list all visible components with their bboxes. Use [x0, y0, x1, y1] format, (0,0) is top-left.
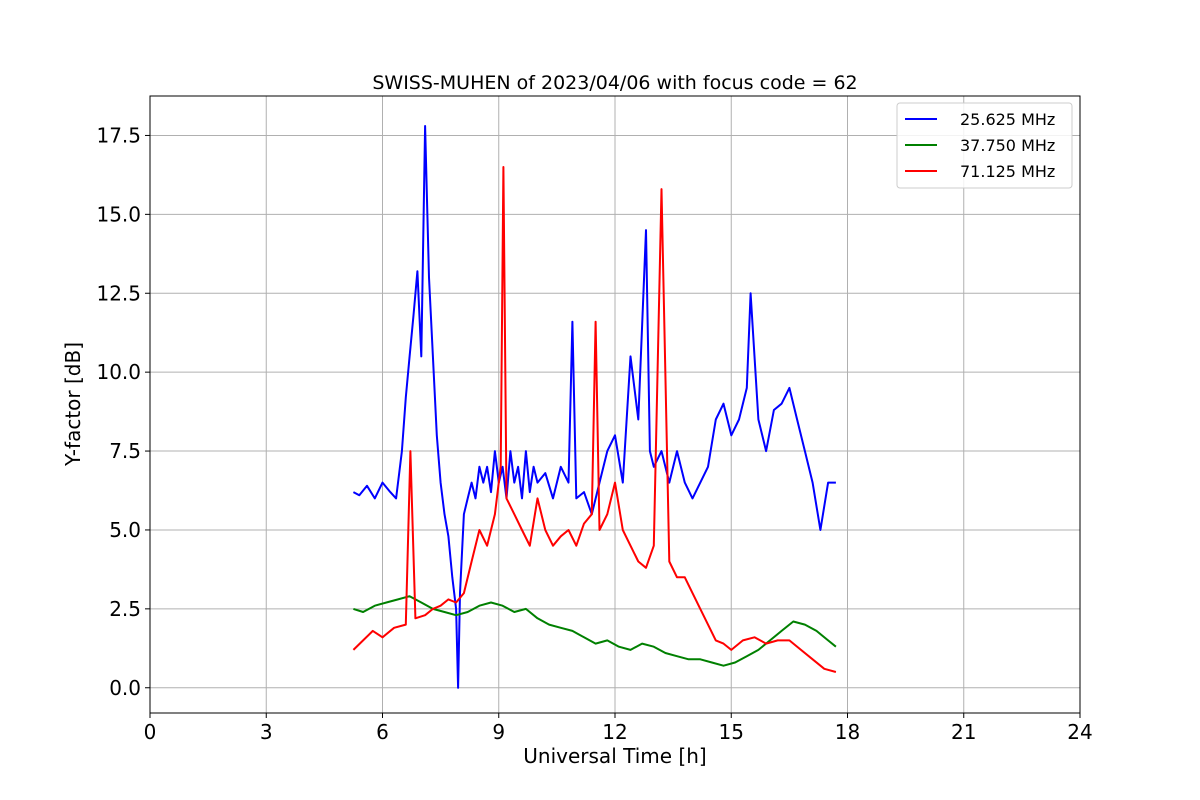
y-axis-ticks: 0.0 2.5 5.0 7.5 10.0 12.5 15.0 17.5	[96, 123, 150, 700]
y-tick-label: 10.0	[96, 360, 141, 384]
chart-title: SWISS-MUHEN of 2023/04/06 with focus cod…	[372, 72, 857, 94]
y-tick-label: 2.5	[109, 597, 141, 621]
x-tick-label: 0	[144, 720, 157, 744]
legend-label: 71.125 MHz	[960, 162, 1055, 181]
x-tick-label: 24	[1067, 720, 1092, 744]
x-tick-label: 21	[951, 720, 976, 744]
x-tick-label: 3	[260, 720, 273, 744]
y-tick-label: 0.0	[109, 676, 141, 700]
legend-box	[896, 102, 1073, 189]
y-tick-label: 17.5	[96, 123, 141, 147]
series-layer	[352, 125, 837, 689]
series-line-2	[352, 166, 837, 673]
y-axis-label: Y-factor [dB]	[61, 342, 85, 467]
y-tick-label: 15.0	[96, 202, 141, 226]
legend-label: 25.625 MHz	[960, 110, 1055, 129]
legend-label: 37.750 MHz	[960, 136, 1055, 155]
legend: 25.625 MHz 37.750 MHz 71.125 MHz	[896, 102, 1073, 189]
x-axis-ticks: 0 3 6 9 12 15 18 21 24	[144, 713, 1093, 744]
x-tick-label: 6	[376, 720, 389, 744]
y-tick-label: 5.0	[109, 518, 141, 542]
series-line-0	[352, 125, 836, 689]
x-axis-label: Universal Time [h]	[523, 744, 706, 768]
y-tick-label: 7.5	[109, 439, 141, 463]
y-tick-label: 12.5	[96, 281, 141, 305]
x-tick-label: 18	[835, 720, 860, 744]
x-tick-label: 15	[719, 720, 744, 744]
x-tick-label: 9	[492, 720, 505, 744]
x-tick-label: 12	[602, 720, 627, 744]
